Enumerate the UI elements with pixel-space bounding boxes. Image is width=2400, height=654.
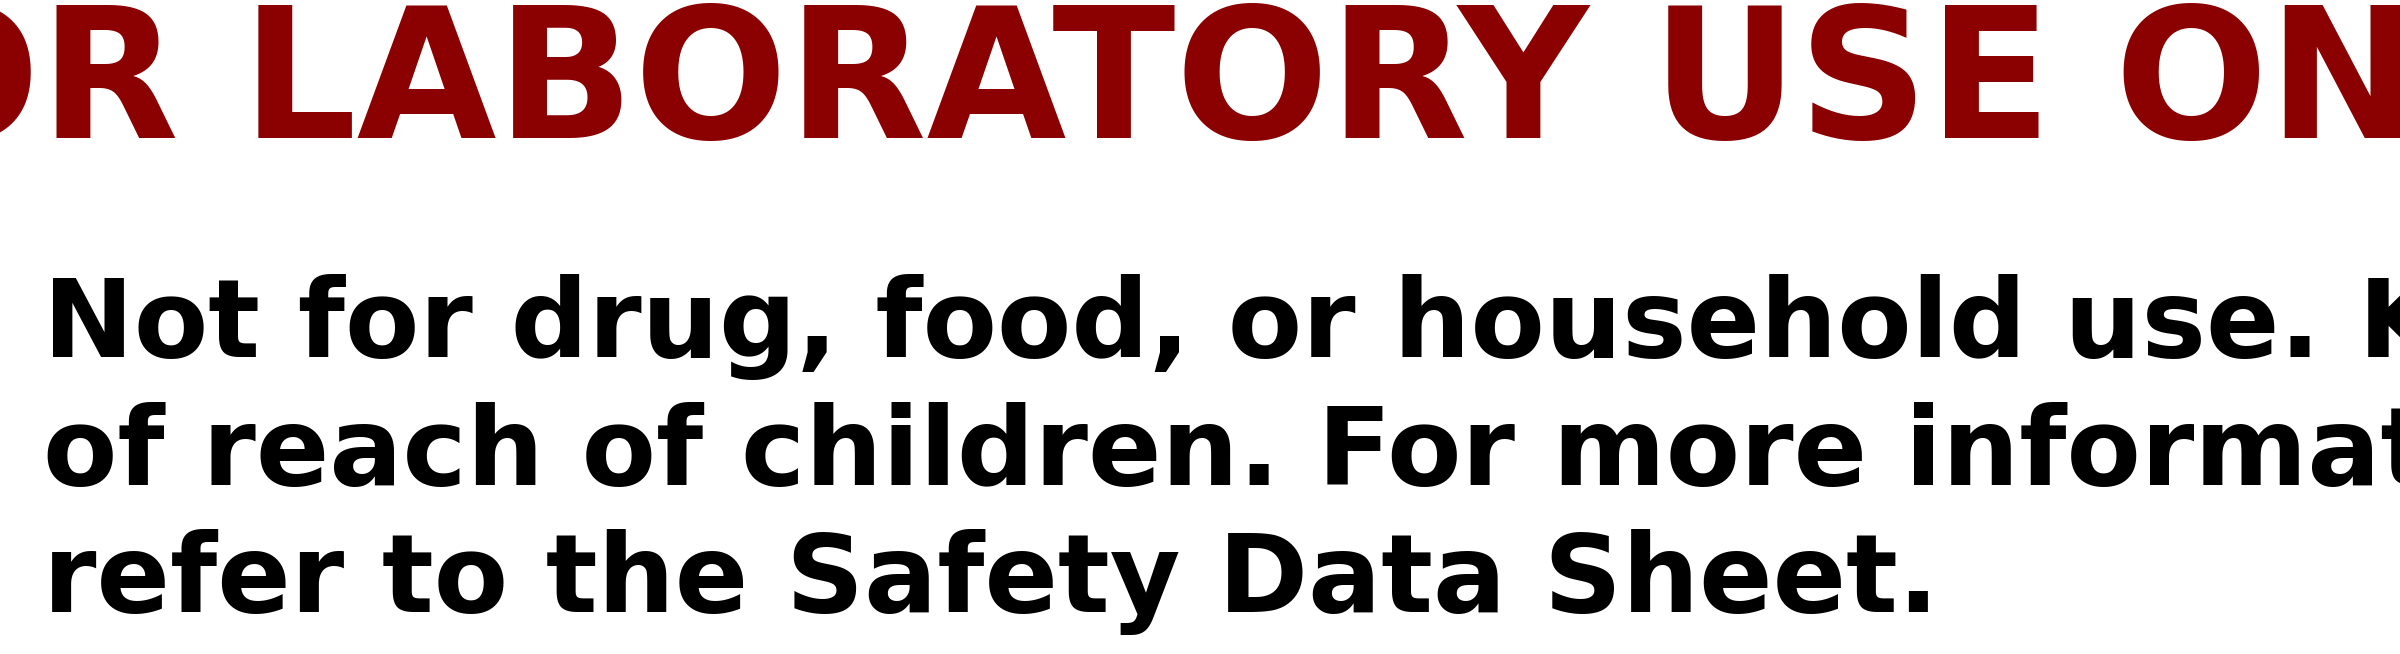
Text: FOR LABORATORY USE ONLY: FOR LABORATORY USE ONLY: [0, 0, 2400, 177]
Text: Not for drug, food, or household use. Keep out: Not for drug, food, or household use. Ke…: [43, 274, 2400, 380]
Text: of reach of children. For more information,: of reach of children. For more informati…: [43, 402, 2400, 508]
Text: refer to the Safety Data Sheet.: refer to the Safety Data Sheet.: [43, 529, 1939, 635]
